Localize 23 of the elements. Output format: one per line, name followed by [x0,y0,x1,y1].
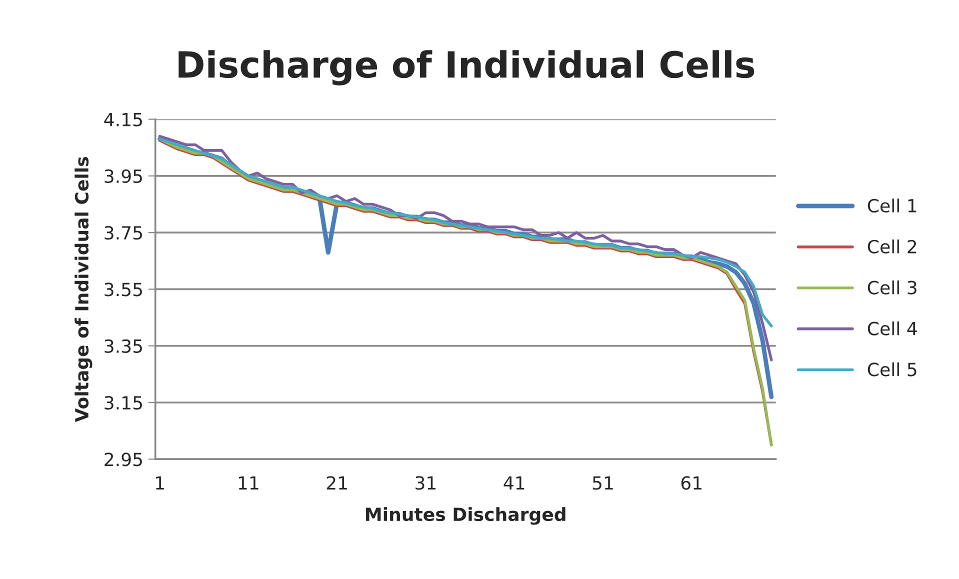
y-tick-label: 3.15 [104,396,142,410]
x-tick-label: 1 [156,476,164,490]
chart-title: Discharge of Individual Cells [178,50,754,86]
line-series [158,138,773,328]
y-tick-label: 3.55 [104,282,142,296]
y-tick-label: 3.35 [104,339,142,353]
y-tick-label: 3.95 [104,169,142,184]
y-tick-label: 3.75 [104,226,142,240]
x-tick-label: 41 [504,476,524,490]
legend-label: Cell 1 [868,198,916,213]
y-axis-title: Voltage of Individual Cells [74,157,92,422]
x-tick-label: 61 [681,476,702,490]
x-tick-label: 51 [592,476,613,490]
y-tick-label: 2.95 [104,452,142,466]
x-axis-title: Minutes Discharged [366,507,566,525]
legend-label: Cell 5 [868,362,916,376]
legend-label: Cell 3 [868,280,916,294]
x-tick-label: 31 [416,476,436,490]
x-tick-label: 21 [326,476,347,490]
legend-label: Cell 4 [868,321,917,336]
y-tick-label: 4.15 [104,112,142,126]
legend-label: Cell 2 [868,240,916,254]
x-tick-label: 11 [238,476,258,490]
